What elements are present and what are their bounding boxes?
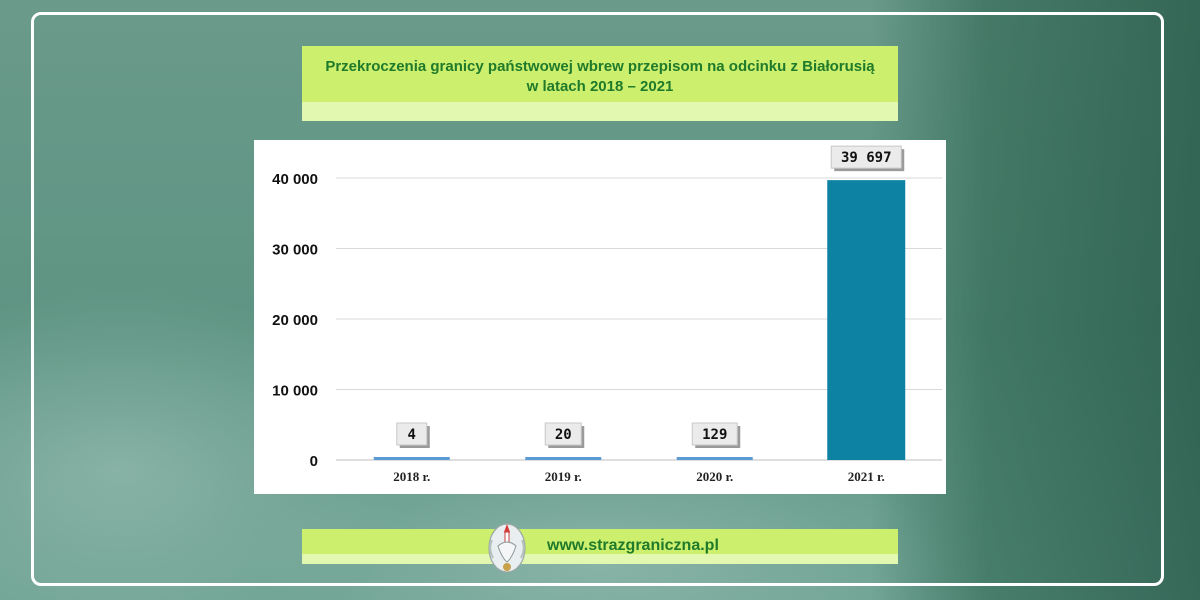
x-tick-label: 2021 r. [848,469,885,484]
title-line-2: w latach 2018 – 2021 [526,78,674,95]
y-tick-label: 20 000 [272,312,318,329]
data-label: 129 [702,427,727,443]
y-tick-label: 0 [310,453,318,470]
bar [373,457,450,460]
x-tick-label: 2019 r. [545,469,582,484]
y-tick-label: 40 000 [272,171,318,188]
footer-banner: www.strazgraniczna.pl [302,529,898,564]
bar-chart: 0 10 000 20 000 30 000 40 000 2018 r. 2019 r.… [272,145,942,484]
data-label: 4 [408,427,416,443]
title-line-1: Przekroczenia granicy państwowej wbrew p… [325,58,875,75]
y-tick-label: 10 000 [272,383,318,400]
website-url[interactable]: www.strazgraniczna.pl [547,537,719,554]
bar [827,180,906,460]
x-tick-label: 2018 r. [393,469,430,484]
bar [676,457,753,460]
data-label-box [830,145,902,169]
title-banner: Przekroczenia granicy państwowej wbrew p… [302,46,898,121]
white-frame [31,12,1164,586]
bar [525,457,602,460]
chart-panel: 0 10 000 20 000 30 000 40 000 2018 r. 2019 r.… [254,140,946,494]
border-guard-emblem-icon [488,523,526,573]
data-label: 20 [555,427,572,443]
data-label-box [544,422,582,446]
x-tick-label: 2020 r. [696,469,733,484]
title-banner-strip [302,102,898,121]
y-tick-label: 30 000 [272,242,318,259]
data-label: 39 697 [841,150,892,166]
footer-banner-strip [302,554,898,564]
data-label-box [691,422,738,446]
data-label-box [396,422,428,446]
chart-title: Przekroczenia granicy państwowej wbrew p… [302,57,898,97]
